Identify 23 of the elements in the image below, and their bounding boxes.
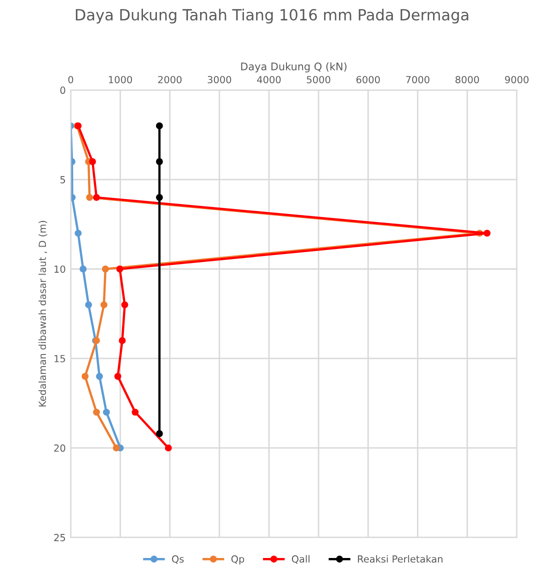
x-tick-label: 6000 (356, 76, 380, 84)
x-tick-label: 3000 (208, 76, 232, 84)
y-tick-label: 20 (54, 444, 66, 452)
y-tick-label: 15 (54, 355, 66, 362)
x-tick-label: 2000 (158, 76, 182, 84)
x-tick-label: 1000 (108, 76, 132, 84)
x-tick-label: 8000 (456, 76, 479, 84)
x-tick-label: 9000 (505, 76, 529, 84)
chart-title: Daya Dukung Tanah Tiang 1016 mm Pada Dermaga (76, 8, 468, 24)
x-tick-label: 0 (68, 76, 74, 84)
legend-label: Reaksi Perletakan (358, 555, 442, 563)
x-tick-label: 7000 (406, 76, 430, 84)
y-tick-label: 25 (54, 534, 66, 542)
legend-label: Qp (231, 555, 244, 565)
x-tick-label: 5000 (306, 76, 330, 84)
y-axis-title: Kedalaman dibawah dasar laut , D (m) (38, 220, 48, 406)
x-axis-title: Daya Dukung Q (kN) (241, 62, 346, 72)
legend-label: Qall (292, 555, 310, 564)
legend-label: Qs (172, 555, 184, 564)
x-tick-label: 4000 (257, 76, 281, 84)
y-tick-label: 10 (54, 265, 66, 273)
y-tick-label: 5 (60, 176, 66, 184)
y-tick-label: 0 (60, 86, 66, 94)
